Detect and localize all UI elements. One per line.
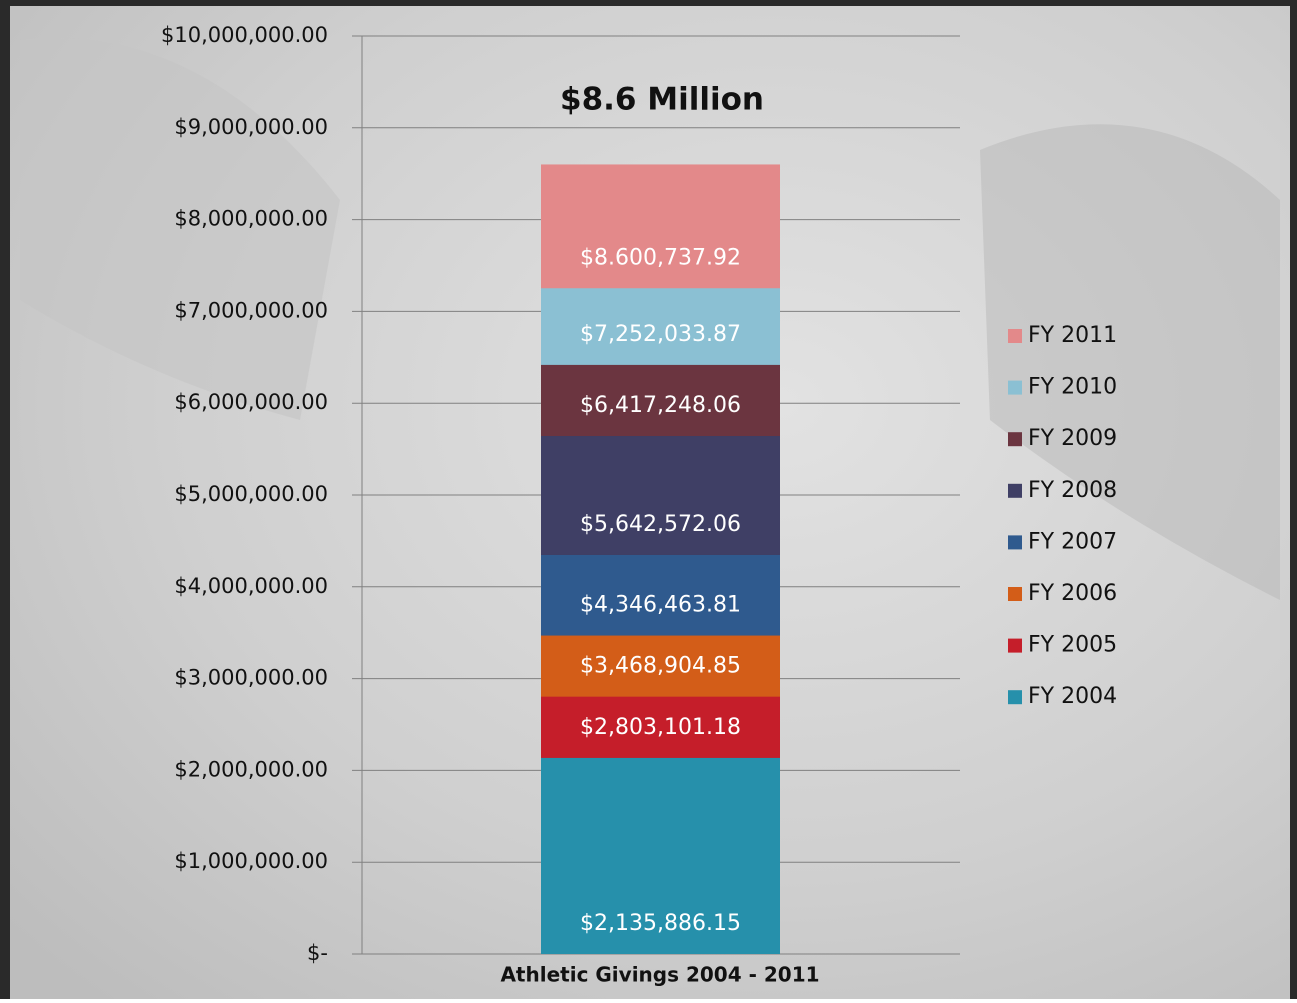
legend-swatch: [1008, 535, 1022, 550]
legend-swatch: [1008, 638, 1022, 653]
y-tick-label: $5,000,000.00: [174, 482, 328, 506]
y-tick-label: $4,000,000.00: [174, 574, 328, 598]
data-label: $6,417,248.06: [580, 393, 741, 418]
legend-swatch: [1008, 380, 1022, 395]
legend-swatch: [1008, 690, 1022, 705]
y-tick-label: $9,000,000.00: [174, 115, 328, 139]
legend-label: FY 2009: [1028, 426, 1117, 451]
legend-label: FY 2005: [1028, 633, 1117, 658]
data-label: $3,468,904.85: [580, 654, 741, 679]
legend-swatch: [1008, 329, 1022, 343]
data-label: $2,803,101.18: [580, 715, 741, 740]
legend-label: FY 2004: [1028, 684, 1117, 709]
y-tick-label: $1,000,000.00: [174, 849, 328, 873]
legend-label: FY 2010: [1028, 375, 1117, 400]
data-label: $8.600,737.92: [580, 245, 741, 270]
data-label: $2,135,886.15: [580, 911, 741, 936]
y-tick-label: $6,000,000.00: [174, 390, 328, 414]
chart-title: $8.6 Million: [560, 82, 764, 118]
background-shape: [980, 124, 1280, 601]
data-label: $7,252,033.87: [580, 322, 741, 347]
legend-swatch: [1008, 483, 1022, 498]
y-tick-label: $10,000,000.00: [161, 23, 328, 47]
bar: [541, 757, 780, 954]
y-tick-label: $7,000,000.00: [174, 298, 328, 322]
legend-label: FY 2011: [1028, 323, 1117, 348]
x-tick-label: Athletic Givings 2004 - 2011: [500, 963, 819, 987]
legend-swatch: [1008, 432, 1022, 447]
data-label: $5,642,572.06: [580, 512, 741, 537]
data-label: $4,346,463.81: [580, 593, 741, 618]
y-tick-label: $-: [307, 941, 328, 965]
legend-swatch: [1008, 587, 1022, 601]
y-tick-label: $2,000,000.00: [174, 757, 328, 781]
legend-label: FY 2008: [1028, 478, 1117, 503]
legend-label: FY 2007: [1028, 529, 1117, 554]
background-shape: [20, 38, 340, 420]
y-tick-label: $8,000,000.00: [174, 207, 328, 231]
y-tick-label: $3,000,000.00: [174, 666, 328, 690]
legend-label: FY 2006: [1028, 581, 1117, 606]
